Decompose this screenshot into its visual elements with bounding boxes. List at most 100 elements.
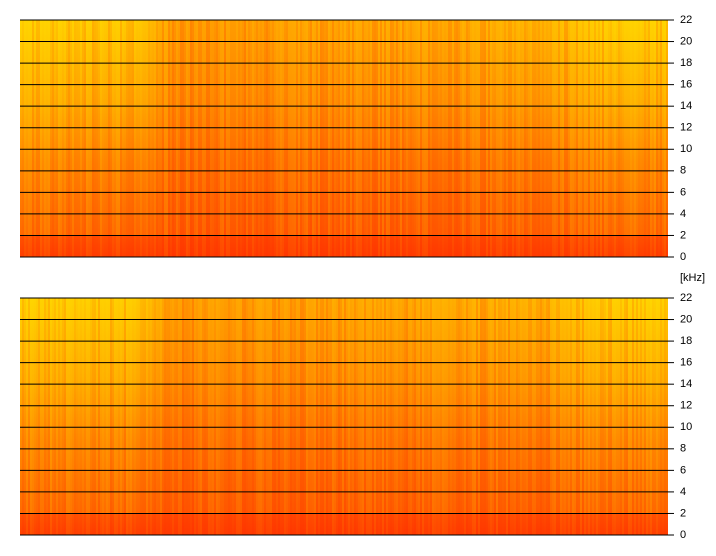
spectrogram-stripe bbox=[528, 20, 530, 257]
spectrogram-stripe bbox=[612, 298, 614, 535]
spectrogram-stripe bbox=[412, 20, 414, 257]
spectrogram-stripe bbox=[618, 20, 620, 257]
spectrogram-stripe bbox=[372, 298, 374, 535]
spectrogram-stripe bbox=[516, 298, 518, 535]
spectrogram-stripe bbox=[376, 20, 378, 257]
spectrogram-stripe bbox=[602, 298, 604, 535]
spectrogram-stripe bbox=[326, 20, 328, 257]
spectrogram-stripe bbox=[184, 298, 186, 535]
spectrogram-stripe bbox=[372, 20, 374, 257]
spectrogram-stripe bbox=[602, 20, 604, 257]
spectrogram-stripe bbox=[122, 20, 124, 257]
y-tick-label: 0 bbox=[680, 529, 686, 541]
spectrogram-stripe bbox=[358, 20, 360, 257]
spectrogram-stripe bbox=[224, 20, 226, 257]
spectrogram-stripe bbox=[554, 298, 556, 535]
spectrogram-stripe bbox=[46, 20, 48, 257]
spectrogram-stripe bbox=[364, 298, 366, 535]
spectrogram-stripe bbox=[250, 298, 252, 535]
spectrogram-stripe bbox=[72, 298, 74, 535]
spectrogram-stripe bbox=[244, 298, 246, 535]
spectrogram-stripe bbox=[492, 298, 494, 535]
spectrogram-stripe bbox=[254, 20, 256, 257]
spectrogram-stripe bbox=[84, 20, 86, 257]
spectrogram-stripe bbox=[118, 298, 120, 535]
spectrogram-stripe bbox=[654, 298, 656, 535]
spectrogram-stripe bbox=[48, 20, 50, 257]
spectrogram-stripe bbox=[228, 298, 230, 535]
spectrogram-stripe bbox=[444, 20, 446, 257]
spectrogram-stripe bbox=[364, 20, 366, 257]
spectrogram-stripe bbox=[90, 298, 92, 535]
spectrogram-stripe bbox=[32, 298, 34, 535]
spectrogram-stripe bbox=[182, 20, 184, 257]
spectrogram-stripe bbox=[188, 20, 190, 257]
spectrogram-stripe bbox=[242, 20, 244, 257]
spectrogram-stripe bbox=[220, 20, 222, 257]
spectrogram-stripe bbox=[544, 20, 546, 257]
spectrogram-stripe bbox=[430, 20, 432, 257]
spectrogram-stripe bbox=[394, 20, 396, 257]
spectrogram-stripe bbox=[588, 298, 590, 535]
spectrogram-stripe bbox=[232, 20, 234, 257]
spectrogram-stripe bbox=[496, 20, 498, 257]
spectrogram-stripe bbox=[110, 298, 112, 535]
spectrogram-stripe bbox=[224, 298, 226, 535]
spectrogram-stripe bbox=[48, 298, 50, 535]
spectrogram-stripe bbox=[44, 20, 46, 257]
spectrogram-stripe bbox=[432, 20, 434, 257]
spectrogram-stripe bbox=[36, 20, 38, 257]
spectrogram-stripe bbox=[82, 298, 84, 535]
y-tick-label: 4 bbox=[680, 486, 686, 498]
spectrogram-stripe bbox=[396, 298, 398, 535]
spectrogram-stripe bbox=[176, 298, 178, 535]
spectrogram-stripe bbox=[108, 298, 110, 535]
spectrogram-stripe bbox=[130, 20, 132, 257]
spectrogram-stripe bbox=[246, 298, 248, 535]
spectrogram-stripe bbox=[136, 20, 138, 257]
spectrogram-stripe bbox=[644, 298, 646, 535]
spectrogram-stripe bbox=[110, 20, 112, 257]
spectrogram-stripe bbox=[564, 298, 566, 535]
spectrogram-stripe bbox=[660, 298, 662, 535]
spectrogram-stripe bbox=[162, 298, 164, 535]
spectrogram-stripe bbox=[292, 20, 294, 257]
spectrogram-shade bbox=[20, 20, 668, 257]
spectrogram-stripe bbox=[302, 298, 304, 535]
spectrogram-stripe bbox=[386, 298, 388, 535]
spectrogram-stripe bbox=[208, 298, 210, 535]
spectrogram-stripe bbox=[216, 20, 218, 257]
spectrogram-stripe bbox=[598, 20, 600, 257]
spectrogram-stripe bbox=[120, 20, 122, 257]
spectrogram-stripe bbox=[424, 20, 426, 257]
spectrogram-stripe bbox=[164, 298, 166, 535]
y-tick-label: 22 bbox=[680, 14, 692, 26]
spectrogram-stripe bbox=[246, 20, 248, 257]
spectrogram-stripe bbox=[650, 298, 652, 535]
spectrogram-stripe bbox=[56, 20, 58, 257]
spectrogram-stripe bbox=[624, 298, 626, 535]
spectrogram-stripe bbox=[324, 20, 326, 257]
spectrogram-stripe bbox=[494, 20, 496, 257]
spectrogram-stripe bbox=[454, 298, 456, 535]
spectrogram-stripe bbox=[638, 20, 640, 257]
spectrogram-stripe bbox=[394, 298, 396, 535]
spectrogram-stripe bbox=[606, 20, 608, 257]
spectrogram-stripe bbox=[470, 20, 472, 257]
spectrogram-stripe bbox=[26, 298, 28, 535]
spectrogram-stripe bbox=[80, 298, 82, 535]
spectrogram-stripe bbox=[452, 298, 454, 535]
spectrogram-stripe bbox=[498, 298, 500, 535]
spectrogram-stripe bbox=[94, 20, 96, 257]
spectrogram-stripe bbox=[440, 298, 442, 535]
spectrogram-stripe bbox=[650, 20, 652, 257]
spectrogram-stripe bbox=[582, 298, 584, 535]
spectrogram-stripe bbox=[580, 20, 582, 257]
spectrogram-stripe bbox=[90, 20, 92, 257]
spectrogram-stripe bbox=[440, 20, 442, 257]
y-tick-label: 2 bbox=[680, 229, 686, 241]
spectrogram-stripe bbox=[508, 298, 510, 535]
spectrogram-stripe bbox=[42, 20, 44, 257]
spectrogram-stripe bbox=[300, 298, 302, 535]
